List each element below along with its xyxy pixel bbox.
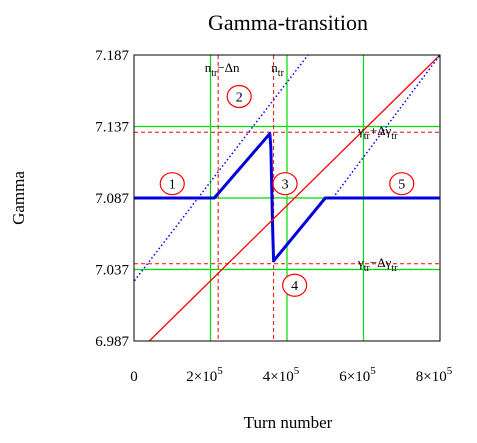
plot-frame	[133, 54, 441, 342]
region-label-1: 1	[169, 178, 176, 193]
ref-vline-label-1: ntr	[271, 60, 284, 79]
region-markers: 1 2 3 4 5	[159, 84, 415, 297]
x-tick-label-3: 6×105	[339, 365, 376, 385]
ref-hline-label-0: γtr+Δγtr	[357, 123, 398, 142]
y-tick-label-1: 7.037	[95, 263, 129, 279]
series-line-0	[134, 132, 440, 263]
x-tick-label-2: 4×105	[263, 365, 300, 385]
tick-labels: 6.987 7.037 7.087 7.137 7.187 0 2×105 4×105 6×10…	[95, 48, 452, 385]
y-tick-label-2: 7.087	[95, 191, 129, 207]
ref-vline-label-0: ntr−Δn	[205, 60, 240, 79]
series-line-3	[332, 55, 440, 199]
x-tick-label-0: 0	[130, 369, 138, 385]
region-circle-1	[159, 172, 185, 196]
region-circle-4	[282, 273, 308, 297]
series-group	[134, 55, 440, 341]
series-line-1	[148, 55, 440, 341]
y-tick-label-4: 7.187	[95, 48, 129, 64]
region-circle-2	[226, 84, 252, 109]
y-tick-label-3: 7.137	[95, 120, 129, 136]
y-tick-label-0: 6.987	[95, 334, 129, 350]
y-axis-label: Gamma	[9, 171, 28, 225]
region-circle-3	[272, 172, 298, 196]
region-label-3: 3	[282, 178, 289, 193]
region-circle-5	[389, 172, 415, 196]
x-tick-label-4: 8×105	[416, 365, 453, 385]
reference-lines	[134, 55, 440, 341]
x-axis-label: Turn number	[244, 413, 333, 432]
series-line-2	[134, 55, 309, 283]
region-label-2: 2	[236, 90, 243, 105]
region-label-5: 5	[398, 178, 405, 193]
x-tick-label-1: 2×105	[186, 365, 223, 385]
ref-hline-label-1: γtr−Δγtr	[357, 255, 398, 274]
chart-title: Gamma-transition	[208, 10, 368, 35]
reference-annotations: ntr−Δn ntr γtr+Δγtr γtr−Δγtr	[205, 60, 398, 274]
region-label-4: 4	[291, 279, 298, 294]
